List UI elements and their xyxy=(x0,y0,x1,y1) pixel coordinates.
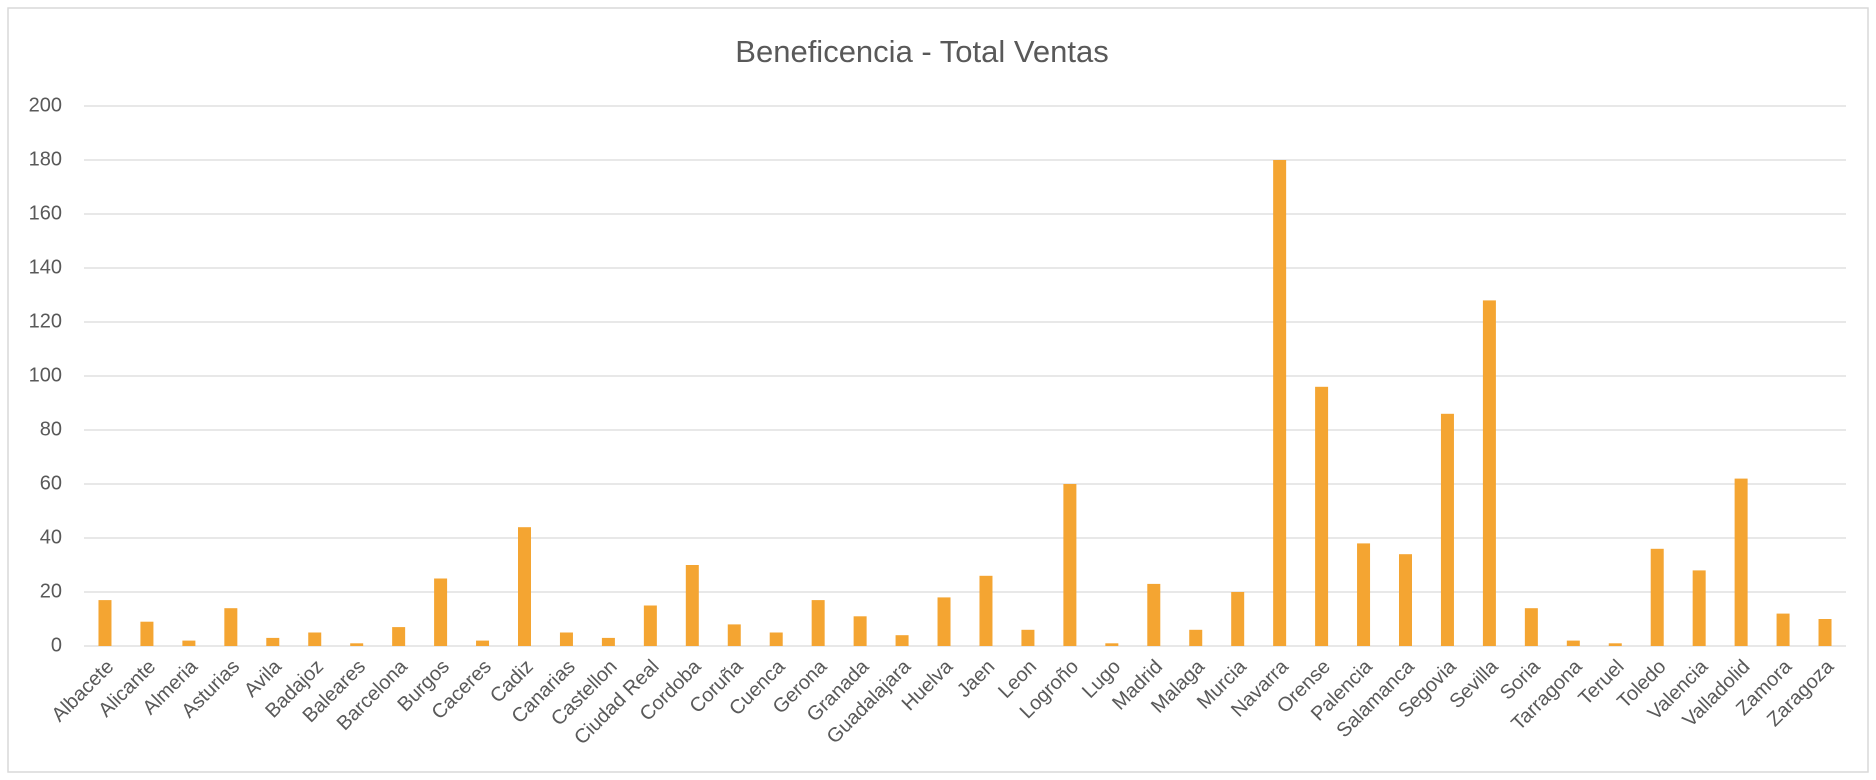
y-tick-label: 200 xyxy=(29,94,62,116)
bar xyxy=(1650,548,1664,646)
bar xyxy=(769,632,783,646)
y-tick-label: 180 xyxy=(29,148,62,170)
bar xyxy=(1273,160,1287,646)
bar xyxy=(182,640,196,646)
bar xyxy=(392,627,406,646)
y-tick-label: 100 xyxy=(29,364,62,386)
bar xyxy=(434,578,448,646)
bar xyxy=(476,640,490,646)
bar xyxy=(937,597,951,646)
bar xyxy=(1357,543,1371,646)
chart-title: Beneficencia - Total Ventas xyxy=(735,34,1108,69)
bar xyxy=(727,624,741,646)
y-tick-label: 60 xyxy=(40,472,62,494)
bar xyxy=(1399,554,1412,646)
bar xyxy=(643,605,657,646)
bar xyxy=(1231,592,1245,646)
bar xyxy=(140,621,154,646)
bar xyxy=(266,637,280,646)
y-tick-label: 120 xyxy=(29,310,62,332)
bar xyxy=(350,643,364,646)
bar xyxy=(811,600,825,646)
bar xyxy=(853,616,867,646)
bar xyxy=(1189,629,1203,646)
y-tick-label: 0 xyxy=(51,634,62,656)
bar xyxy=(1776,613,1790,646)
bar xyxy=(1818,619,1832,646)
bar xyxy=(895,635,909,646)
y-tick-label: 160 xyxy=(29,202,62,224)
bar xyxy=(559,632,573,646)
chart-border xyxy=(7,7,1869,773)
bar xyxy=(1524,608,1538,646)
bar xyxy=(1734,478,1748,646)
bar xyxy=(979,575,993,646)
bar xyxy=(1147,583,1161,646)
bar xyxy=(1021,629,1035,646)
y-tick-label: 40 xyxy=(40,526,62,548)
y-tick-label: 80 xyxy=(40,418,62,440)
bar xyxy=(1482,300,1496,646)
bar xyxy=(224,608,238,646)
bar xyxy=(1315,386,1329,646)
y-tick-label: 140 xyxy=(29,256,62,278)
bar xyxy=(1608,643,1622,646)
bar xyxy=(518,527,531,646)
bar xyxy=(98,600,112,646)
bar xyxy=(1063,484,1077,646)
bar xyxy=(308,632,322,646)
bar xyxy=(685,565,699,646)
bar xyxy=(601,637,615,646)
bar xyxy=(1105,643,1119,646)
bar xyxy=(1692,570,1706,646)
bar xyxy=(1440,413,1454,646)
y-tick-label: 20 xyxy=(40,580,62,602)
bar xyxy=(1566,640,1580,646)
